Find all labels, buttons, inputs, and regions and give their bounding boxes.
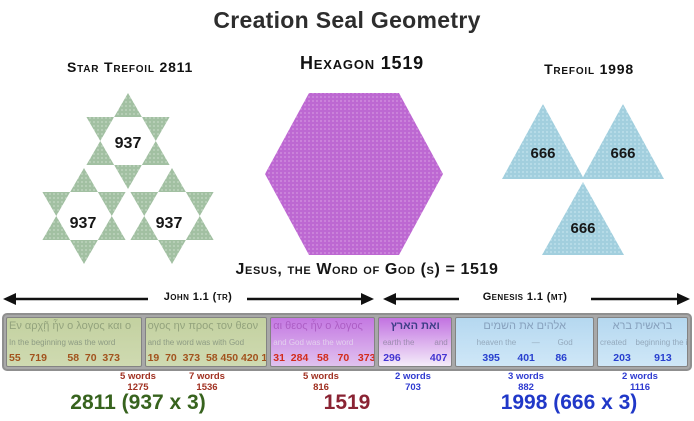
star-value-top: 937 [115, 135, 142, 152]
cell-gloss-text: created beginning the in [599, 337, 689, 347]
word-count-sum: 1275 [127, 381, 149, 393]
hexagram-top [86, 93, 170, 189]
word-count-genesis-1: 2 words 703 [373, 371, 453, 393]
word-count-label: 2 words [395, 371, 431, 382]
cell-number-values: 55 719 58 70 373 [9, 352, 120, 364]
cell-hebrew-text: אלהים את השמים [483, 320, 566, 332]
cell-gloss-text: and God was the word [273, 337, 354, 347]
cell-number-values: 395 401 86 [482, 352, 568, 364]
cell-number-values: 296 407 [383, 352, 448, 364]
cell-gloss-text: earth the and [382, 337, 448, 347]
trefoil-figure: 666 666 666 [502, 104, 664, 255]
word-count-sum: 816 [313, 381, 329, 393]
table-cell-genesis-3: בראשית ברא created beginning the in 203 … [596, 317, 689, 367]
table-cell-john-1: Εν αρχῇ ἦν ο λογος και ο In the beginnin… [6, 317, 142, 367]
star-trefoil-heading: Star Trefoil 2811 [66, 59, 194, 75]
word-count-john-3: 5 words 816 [281, 371, 361, 393]
arrow-label-john: John 1.1 (tr) [163, 291, 233, 303]
word-count-sum: 1116 [629, 381, 651, 393]
word-count-label: 3 words [508, 371, 544, 382]
word-count-label: 2 words [622, 371, 658, 382]
cell-gloss-text: and the word was with God [147, 337, 245, 347]
triangle-value-top-left: 666 [530, 145, 555, 162]
hexagon-figure [265, 93, 443, 255]
span-arrows [3, 293, 690, 305]
arrowhead-john-right [361, 293, 374, 305]
total-hexagon: 1519 [323, 391, 371, 414]
trefoil-heading: Trefoil 1998 [544, 61, 634, 77]
arrow-label-genesis: Genesis 1.1 (mt) [482, 291, 568, 303]
cell-hebrew-text: ואת הארץ [390, 320, 440, 332]
word-count-sum: 1536 [196, 381, 218, 393]
table-cell-genesis-1: ואת הארץ earth the and 296 407 [378, 317, 453, 367]
arrowhead-john-left [3, 293, 16, 305]
cell-gloss-text: heaven the — God [476, 337, 573, 347]
cell-greek-text: ογος ην προς τον θεον [147, 320, 259, 332]
table-cell-genesis-2: אלהים את השמים heaven the — God 395 401 … [455, 317, 594, 367]
triangle-top-left [502, 104, 584, 179]
cell-gloss-text: In the beginning was the word [9, 337, 116, 347]
hexagram-bottom-right [130, 168, 214, 264]
arrowhead-genesis-left [383, 293, 396, 305]
arrowhead-genesis-right [677, 293, 690, 305]
table-cell-john-2: ογος ην προς τον θεον and the word was w… [144, 317, 268, 367]
cell-greek-text: αι θεος ἦν ο λογος [273, 320, 363, 332]
hexagram-bottom-left [42, 168, 126, 264]
triangle-top-right [582, 104, 664, 179]
word-count-label: 7 words [189, 371, 225, 382]
star-value-bottom-left: 937 [70, 215, 97, 232]
word-count-genesis-2: 3 words 882 [486, 371, 566, 393]
cell-number-values: 203 913 [613, 352, 672, 364]
total-star-trefoil: 2811 (937 x 3) [70, 391, 206, 414]
gematria-table: Εν αρχῇ ἦν ο λογος και ο In the beginnin… [2, 313, 692, 371]
hexagon-shape [265, 93, 443, 255]
star-trefoil-figure: 937 937 937 [42, 93, 214, 264]
cell-hebrew-text: בראשית ברא [612, 320, 673, 332]
table-cell-john-3: αι θεος ἦν ο λογος and God was the word … [270, 317, 376, 367]
word-count-genesis-3: 2 words 1116 [600, 371, 680, 393]
total-trefoil: 1998 (666 x 3) [500, 391, 638, 414]
caption-jesus-word-of-god: Jesus, the Word of God (s) = 1519 [235, 261, 499, 278]
hexagon-heading: Hexagon 1519 [300, 53, 424, 73]
triangle-value-top-right: 666 [610, 145, 635, 162]
cell-number-values: 19 70 373 58 450 420 134 [147, 352, 268, 364]
word-count-sum: 703 [405, 381, 421, 393]
triangle-bottom [542, 182, 624, 255]
word-count-john-2: 7 words 1536 [167, 371, 247, 393]
word-count-john-1: 5 words 1275 [98, 371, 178, 393]
word-count-sum: 882 [518, 381, 534, 393]
star-value-bottom-right: 937 [156, 215, 183, 232]
word-count-label: 5 words [120, 371, 156, 382]
word-count-label: 5 words [303, 371, 339, 382]
page-title: Creation Seal Geometry [213, 7, 481, 33]
triangle-value-bottom: 666 [570, 220, 595, 237]
cell-greek-text: Εν αρχῇ ἦν ο λογος και ο [9, 320, 132, 332]
cell-number-values: 31 284 58 70 373 [273, 352, 376, 364]
